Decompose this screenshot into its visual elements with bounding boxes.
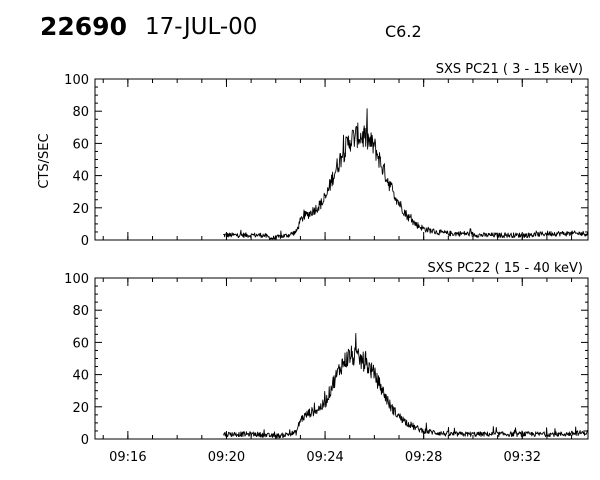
event-number: 22690	[40, 12, 127, 41]
y-tick-label: 0	[81, 234, 89, 249]
y-tick-label: 20	[72, 202, 89, 217]
x-tick-label: 09:16	[109, 450, 146, 465]
plot-frame	[94, 277, 589, 440]
y-tick-label: 80	[72, 105, 89, 120]
y-tick-label: 100	[64, 272, 89, 287]
y-tick-label: 40	[72, 369, 89, 384]
chart-panel-pc21: SXS PC21 ( 3 - 15 keV) 0 20 40 60 80 100	[64, 62, 589, 249]
y-tick-label: 0	[81, 433, 89, 448]
x-tick-label: 09:24	[306, 450, 343, 465]
y-tick-label: 20	[72, 401, 89, 416]
chart-title: SXS PC21 ( 3 - 15 keV)	[436, 62, 583, 77]
flare-class: C6.2	[385, 22, 422, 41]
y-tick-label: 100	[64, 73, 89, 88]
x-tick-label: 09:20	[208, 450, 245, 465]
y-tick-label: 80	[72, 304, 89, 319]
y-tick-label: 60	[72, 137, 89, 152]
series-line	[223, 108, 589, 241]
x-tick-label: 09:28	[405, 450, 442, 465]
chart-panel-pc22: SXS PC22 ( 15 - 40 keV) 0 20 40 60 80 100 09:1…	[64, 261, 589, 465]
series-line	[223, 333, 589, 439]
event-date: 17-JUL-00	[145, 14, 258, 40]
y-tick-label: 40	[72, 170, 89, 185]
y-tick-label: 60	[72, 336, 89, 351]
x-tick-label: 09:32	[504, 450, 541, 465]
y-axis-label: CTS/SEC	[37, 133, 52, 188]
chart-title: SXS PC22 ( 15 - 40 keV)	[427, 261, 583, 276]
